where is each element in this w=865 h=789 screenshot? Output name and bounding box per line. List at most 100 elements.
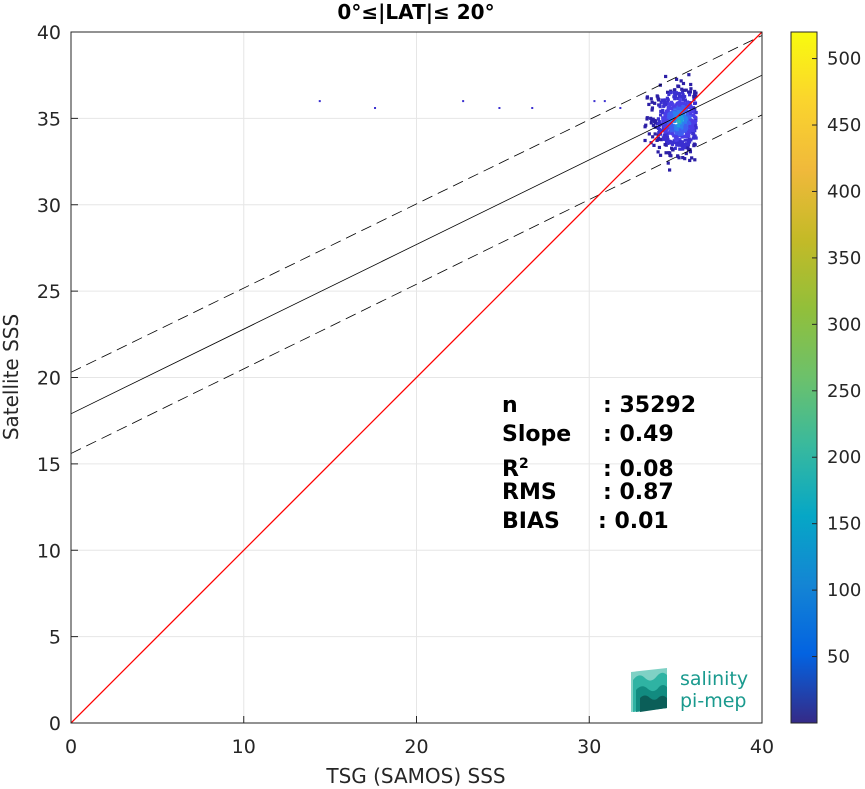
density-cell xyxy=(687,90,691,94)
outlier-point xyxy=(374,107,377,110)
outlier-point xyxy=(593,100,596,103)
density-cell xyxy=(672,90,676,95)
density-cell xyxy=(664,102,668,107)
density-cell xyxy=(663,111,668,116)
density-cell xyxy=(643,138,647,143)
y-axis-label: Satellite SSS xyxy=(0,314,23,440)
density-cell xyxy=(684,116,688,120)
density-cell xyxy=(678,139,682,144)
density-cell xyxy=(689,105,693,109)
density-cell xyxy=(673,97,677,101)
density-cell xyxy=(665,126,669,130)
density-cell xyxy=(666,161,670,165)
density-cell xyxy=(657,131,662,136)
density-cell xyxy=(669,91,673,95)
density-cell xyxy=(670,142,675,146)
stat-label: Slope xyxy=(502,422,571,447)
density-cell xyxy=(669,107,674,111)
density-cell xyxy=(676,124,680,128)
density-cell xyxy=(691,129,695,133)
density-cell xyxy=(678,137,682,142)
density-cell xyxy=(687,130,692,134)
density-cell xyxy=(688,150,693,154)
density-cell xyxy=(679,79,683,83)
density-cell xyxy=(653,101,657,105)
density-cell xyxy=(682,101,686,105)
confidence-bound-line xyxy=(71,114,762,454)
density-cell xyxy=(694,123,698,127)
density-cell xyxy=(694,136,698,140)
density-cell xyxy=(686,118,690,122)
density-cell xyxy=(659,100,663,104)
density-cell xyxy=(685,138,689,142)
outlier-point xyxy=(498,107,501,110)
y-tick-label: 35 xyxy=(37,108,61,130)
confidence-bound-line xyxy=(71,35,762,373)
density-cell xyxy=(678,128,682,132)
density-cell xyxy=(668,118,672,122)
density-cell xyxy=(693,158,697,162)
density-cell xyxy=(670,132,675,136)
density-cell xyxy=(676,96,680,100)
density-cell xyxy=(684,146,688,150)
density-cell xyxy=(684,123,688,127)
density-cell xyxy=(691,106,696,110)
density-cell xyxy=(677,107,681,111)
outlier-point xyxy=(619,107,622,110)
density-cell xyxy=(658,153,663,157)
density-cell xyxy=(658,103,662,107)
density-cell xyxy=(680,90,685,94)
density-cell xyxy=(657,145,662,150)
density-cell xyxy=(656,117,661,121)
density-cell xyxy=(686,146,690,150)
density-cell xyxy=(671,148,675,152)
density-cell xyxy=(693,143,697,147)
density-cell xyxy=(683,138,687,142)
density-cell xyxy=(668,141,673,145)
density-cell xyxy=(689,82,693,87)
density-cell xyxy=(683,143,687,147)
density-cell xyxy=(690,156,694,160)
density-cell xyxy=(688,158,692,163)
density-cell xyxy=(693,121,697,125)
density-cell xyxy=(661,110,665,115)
one-to-one-line xyxy=(71,32,762,723)
density-cell xyxy=(651,123,656,128)
colorbar-tick-label: 500 xyxy=(827,49,861,70)
density-cell xyxy=(693,89,697,94)
density-cell xyxy=(681,93,685,97)
density-cell xyxy=(667,114,671,118)
density-cell xyxy=(682,110,686,114)
density-cell xyxy=(683,105,687,110)
stat-value: : 0.01 xyxy=(598,509,669,534)
density-cell xyxy=(678,147,682,151)
density-cell xyxy=(665,96,669,100)
density-cell xyxy=(688,148,692,152)
density-cell xyxy=(672,126,676,130)
density-cell xyxy=(650,106,655,110)
density-cell xyxy=(691,109,695,114)
density-cell xyxy=(694,118,698,123)
density-cell xyxy=(676,138,680,142)
density-cell xyxy=(684,107,688,112)
density-cell xyxy=(649,121,653,125)
density-cell xyxy=(674,112,679,116)
density-cell xyxy=(684,88,688,92)
density-cell xyxy=(682,115,686,119)
density-cell xyxy=(676,154,680,158)
stat-label: n xyxy=(502,393,518,418)
outlier-point xyxy=(603,100,606,103)
density-cell xyxy=(647,102,651,107)
density-cell xyxy=(681,155,685,160)
density-cell xyxy=(686,140,690,144)
x-tick-label: 40 xyxy=(750,736,774,758)
density-cell xyxy=(680,135,684,139)
stat-value: : 0.49 xyxy=(603,422,674,447)
density-cell xyxy=(664,138,668,142)
density-cell xyxy=(664,132,668,137)
density-cell xyxy=(657,137,661,142)
fit-lines xyxy=(71,32,762,723)
density-cell xyxy=(693,115,697,119)
y-tick-label: 10 xyxy=(37,540,61,562)
